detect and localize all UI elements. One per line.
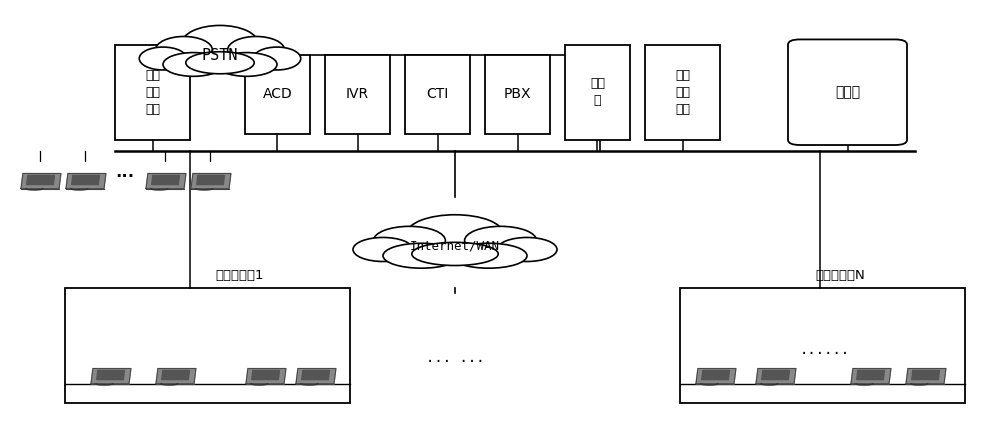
Text: 数据库: 数据库	[835, 85, 860, 99]
Polygon shape	[72, 176, 99, 184]
Polygon shape	[696, 368, 736, 384]
Polygon shape	[27, 176, 54, 184]
Text: 市县技能组1: 市县技能组1	[216, 269, 264, 282]
Polygon shape	[246, 368, 286, 384]
Polygon shape	[197, 176, 224, 184]
Bar	[245, 55, 310, 134]
Ellipse shape	[182, 25, 258, 61]
Polygon shape	[857, 371, 884, 379]
Polygon shape	[851, 368, 891, 384]
Text: IVR: IVR	[346, 87, 369, 101]
Bar	[680, 288, 965, 403]
Bar	[645, 45, 720, 140]
Bar	[485, 55, 550, 134]
Bar	[65, 288, 350, 403]
Ellipse shape	[186, 52, 254, 74]
Polygon shape	[702, 371, 729, 379]
Text: 话务
预测
模块: 话务 预测 模块	[145, 69, 160, 116]
FancyBboxPatch shape	[788, 39, 907, 145]
Bar	[405, 55, 470, 134]
Ellipse shape	[450, 243, 527, 268]
Polygon shape	[906, 368, 946, 384]
Polygon shape	[66, 173, 106, 189]
Ellipse shape	[163, 53, 224, 76]
Ellipse shape	[216, 53, 277, 76]
Polygon shape	[191, 173, 231, 189]
Polygon shape	[302, 371, 329, 379]
Ellipse shape	[130, 25, 310, 85]
Polygon shape	[756, 368, 796, 384]
Text: ... ...: ... ...	[426, 351, 484, 365]
Ellipse shape	[412, 243, 498, 265]
Ellipse shape	[383, 243, 460, 268]
Text: ......: ......	[800, 343, 850, 357]
Bar	[325, 55, 390, 134]
Ellipse shape	[373, 226, 445, 255]
Bar	[565, 45, 630, 140]
Polygon shape	[156, 368, 196, 384]
Text: PBX: PBX	[504, 87, 531, 101]
Polygon shape	[162, 371, 189, 379]
Ellipse shape	[407, 215, 503, 252]
Ellipse shape	[341, 215, 569, 277]
Text: 终端
监控
模块: 终端 监控 模块	[675, 69, 690, 116]
Ellipse shape	[155, 36, 212, 64]
Ellipse shape	[465, 226, 537, 255]
Text: Internet/WAN: Internet/WAN	[410, 240, 500, 252]
Ellipse shape	[139, 47, 187, 70]
Polygon shape	[912, 371, 939, 379]
Polygon shape	[762, 371, 789, 379]
Text: CTI: CTI	[426, 87, 449, 101]
Polygon shape	[97, 371, 124, 379]
Bar	[115, 45, 190, 140]
Polygon shape	[152, 176, 179, 184]
Ellipse shape	[497, 237, 557, 262]
Ellipse shape	[228, 36, 285, 64]
Text: PSTN: PSTN	[202, 47, 238, 63]
Text: 市县技能组N: 市县技能组N	[815, 269, 865, 282]
Polygon shape	[146, 173, 186, 189]
Polygon shape	[296, 368, 336, 384]
Ellipse shape	[253, 47, 301, 70]
Text: 交换
机: 交换 机	[590, 77, 605, 107]
Polygon shape	[252, 371, 279, 379]
Ellipse shape	[353, 237, 413, 262]
Text: ...: ...	[115, 163, 135, 181]
Polygon shape	[91, 368, 131, 384]
Text: ACD: ACD	[263, 87, 292, 101]
Polygon shape	[21, 173, 61, 189]
